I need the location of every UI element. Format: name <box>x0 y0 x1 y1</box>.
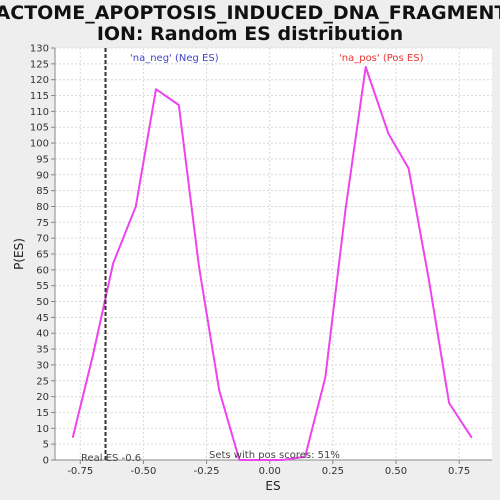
y-tick-label: 70 <box>36 234 49 245</box>
y-tick-label: 75 <box>36 218 49 229</box>
chart-title-line-2: ION: Random ES distribution <box>97 23 403 45</box>
pos-es-label: 'na_pos' (Pos ES) <box>339 53 424 64</box>
y-tick-label: 55 <box>36 281 49 292</box>
y-tick-label: 60 <box>36 265 49 276</box>
y-tick-label: 30 <box>36 360 49 371</box>
neg-es-label: 'na_neg' (Neg ES) <box>130 53 219 64</box>
x-tick-label: 0.00 <box>259 466 281 477</box>
y-tick-label: 115 <box>30 91 49 102</box>
y-tick-label: 85 <box>36 186 49 197</box>
x-tick-label: 0.50 <box>385 466 407 477</box>
y-tick-label: 50 <box>36 297 49 308</box>
real-es-label: Real ES -0.6 <box>81 453 141 464</box>
y-tick-label: 10 <box>36 424 49 435</box>
y-tick-label: 65 <box>36 250 49 261</box>
x-tick-label: -0.25 <box>194 466 220 477</box>
y-tick-labels: 0 5 10 15 20 25 30 35 40 45 50 55 60 65 70 75 80 85 90 95 10… <box>30 44 49 467</box>
y-tick-label: 120 <box>30 75 49 86</box>
y-tick-label: 15 <box>36 408 49 419</box>
x-tick-label: 0.25 <box>322 466 344 477</box>
y-axis-label: P(ES) <box>12 238 26 270</box>
y-tick-label: 5 <box>43 440 49 451</box>
x-tick-label: -0.75 <box>67 466 93 477</box>
x-tick-label: -0.50 <box>130 466 156 477</box>
chart-title-line-1: REACTOME_APOPTOSIS_INDUCED_DNA_FRAGMENTA… <box>0 2 500 24</box>
y-tick-label: 90 <box>36 170 49 181</box>
y-tick-label: 125 <box>30 59 49 70</box>
y-tick-label: 40 <box>36 329 49 340</box>
y-tick-label: 100 <box>30 139 49 150</box>
x-tick-label: 0.75 <box>448 466 470 477</box>
y-tick-label: 80 <box>36 202 49 213</box>
es-distribution-line <box>71 66 473 461</box>
y-tick-label: 110 <box>30 107 49 118</box>
y-tick-label: 95 <box>36 154 49 165</box>
y-tick-label: 0 <box>43 456 49 467</box>
y-tick-label: 20 <box>36 392 49 403</box>
x-tick-labels: -0.75 -0.50 -0.25 0.00 0.25 0.50 0.75 <box>67 466 470 477</box>
grid-lines <box>55 47 492 461</box>
y-tick-label: 35 <box>36 345 49 356</box>
y-tick-label: 130 <box>30 44 49 55</box>
y-tick-label: 25 <box>36 376 49 387</box>
y-tick-label: 105 <box>30 123 49 134</box>
y-tick-label: 45 <box>36 313 49 324</box>
pos-scores-label: Sets with pos scores: 51% <box>209 450 340 461</box>
x-axis-label: ES <box>265 479 280 493</box>
